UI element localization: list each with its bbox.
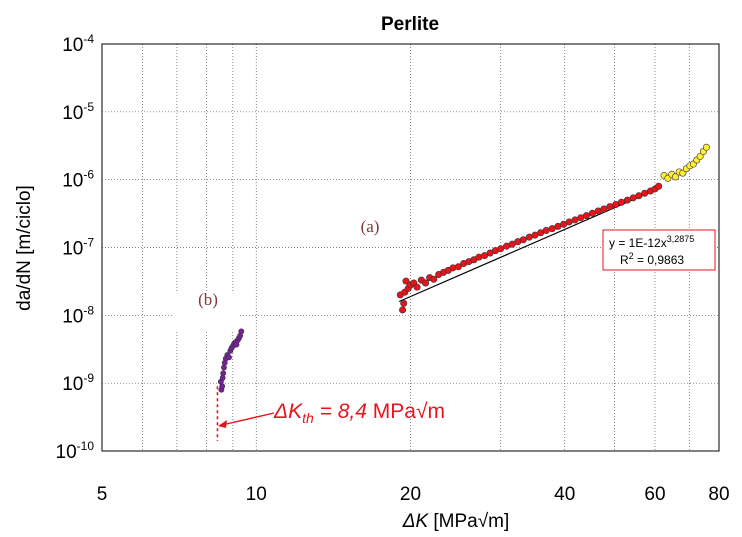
data-point	[548, 225, 556, 233]
x-axis-unit: [MPa√m]	[428, 511, 509, 532]
y-tick-label: 10-10	[56, 439, 95, 463]
data-point	[655, 182, 663, 190]
x-tick-label: 40	[554, 484, 575, 505]
data-point	[600, 205, 608, 213]
region-b-label: (b)	[198, 290, 218, 309]
y-tick-base: 10	[62, 103, 83, 124]
data-point	[617, 198, 625, 206]
data-point	[582, 212, 590, 220]
fit-equation-box	[602, 229, 716, 271]
data-point	[238, 328, 245, 335]
fit-r2: R2 = 0,9863	[620, 251, 684, 267]
region-b-backdrop	[172, 292, 240, 330]
data-point	[702, 143, 710, 151]
threshold-symbol: ΔK	[273, 400, 303, 423]
threshold-arrowhead	[218, 420, 227, 428]
x-axis-symbol: ΔK	[402, 511, 430, 532]
y-tick-base: 10	[56, 442, 77, 463]
data-points	[217, 143, 710, 393]
data-point	[400, 299, 408, 307]
y-tick-exponent: -4	[83, 32, 94, 46]
fit-r2-label: R	[620, 253, 629, 267]
fit-equation-base: y = 1E-12x	[609, 236, 667, 250]
x-tick-label: 60	[644, 484, 665, 505]
plot-frame	[101, 43, 720, 452]
y-tick-label: 10-8	[62, 303, 94, 327]
x-tick-label: 5	[97, 484, 108, 505]
fit-r2-sup: 2	[629, 251, 634, 261]
y-tick-exponent: -9	[83, 371, 94, 385]
fit-r2-value: = 0,9863	[634, 253, 685, 267]
y-tick-label: 10-4	[62, 32, 94, 56]
threshold-unit: MPa√m	[367, 400, 445, 423]
data-point	[606, 203, 614, 211]
y-tick-base: 10	[62, 35, 83, 56]
y-tick-exponent: -10	[77, 439, 95, 453]
x-tick-label: 10	[246, 484, 267, 505]
data-point	[635, 192, 643, 200]
y-tick-base: 10	[62, 171, 83, 192]
y-tick-exponent: -8	[83, 303, 94, 317]
data-point	[565, 218, 573, 226]
x-tick-labels: 5 10 20 40 60 80	[97, 484, 730, 505]
data-point	[454, 263, 462, 271]
y-tick-exponent: -6	[83, 168, 94, 182]
data-point	[525, 233, 533, 241]
threshold-label: ΔKth = 8,4 MPa√m	[273, 400, 445, 426]
data-point	[497, 245, 505, 253]
y-tick-label: 10-6	[62, 168, 94, 192]
data-point	[422, 279, 430, 287]
data-point	[399, 306, 407, 314]
data-point	[519, 236, 527, 244]
data-point	[641, 189, 649, 197]
threshold-subscript: th	[302, 410, 314, 426]
y-tick-base: 10	[62, 306, 83, 327]
x-tick-label: 20	[400, 484, 421, 505]
y-tick-label: 10-5	[62, 100, 94, 124]
data-point	[542, 227, 550, 235]
data-point	[221, 364, 227, 371]
data-point	[226, 354, 232, 361]
y-tick-label: 10-7	[62, 236, 94, 260]
chart-title: Perlite	[381, 14, 439, 35]
x-tick-label: 80	[708, 484, 729, 505]
data-point	[413, 283, 421, 291]
x-axis-title: ΔK [MPa√m]	[402, 511, 510, 532]
data-point	[571, 216, 579, 224]
data-point	[402, 277, 410, 285]
data-point	[623, 196, 631, 204]
data-point	[430, 275, 438, 283]
y-axis-title: da/dN [m/ciclo]	[14, 185, 35, 311]
data-point	[220, 370, 227, 377]
region-a-label: (a)	[361, 217, 380, 236]
y-tick-label: 10-9	[62, 371, 94, 395]
y-tick-exponent: -5	[83, 100, 94, 114]
y-tick-exponent: -7	[83, 236, 94, 250]
y-tick-base: 10	[62, 374, 83, 395]
data-point	[588, 209, 596, 217]
data-point	[672, 173, 680, 181]
data-point	[696, 152, 704, 160]
fit-equation-exponent: 3,2875	[667, 234, 695, 244]
threshold-arrow	[221, 412, 275, 426]
y-tick-base: 10	[62, 239, 83, 260]
fit-equation: y = 1E-12x3,2875	[609, 234, 694, 250]
threshold-value: = 8,4	[314, 400, 367, 423]
